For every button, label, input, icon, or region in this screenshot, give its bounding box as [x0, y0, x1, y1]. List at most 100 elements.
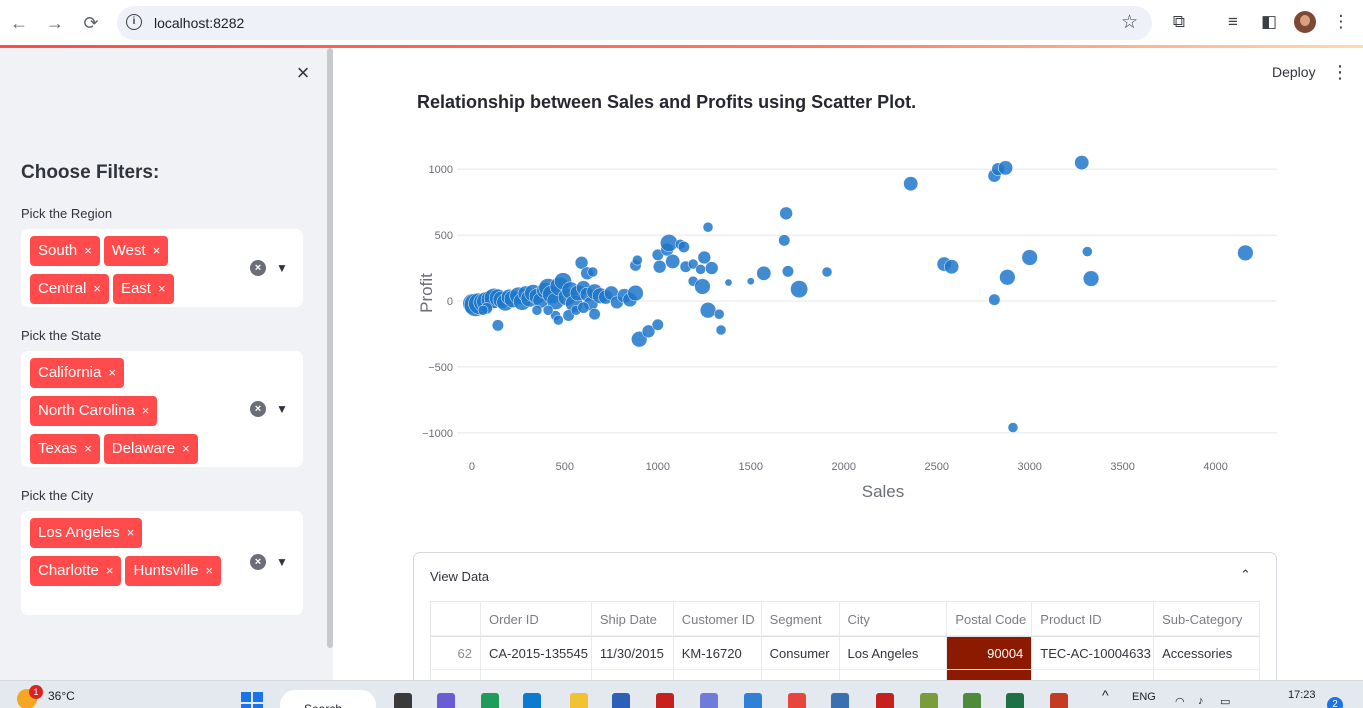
tag-huntsville[interactable]: Huntsville × [125, 556, 222, 586]
table-cell[interactable]: 90004 [947, 637, 1033, 670]
data-point[interactable] [632, 254, 643, 266]
taskbar-search[interactable]: Search [280, 690, 376, 708]
media-controls-icon[interactable]: ≡ [1228, 12, 1238, 31]
data-point[interactable] [491, 319, 504, 332]
app-icon[interactable] [963, 693, 981, 708]
data-point[interactable] [999, 269, 1016, 286]
data-point[interactable] [821, 266, 833, 278]
chrome-icon[interactable] [788, 693, 806, 708]
region-multiselect[interactable]: South × West × Central × East × × ▼ [21, 229, 303, 307]
close-sidebar-icon[interactable]: × [296, 60, 310, 85]
city-multiselect[interactable]: Los Angeles × Charlotte × Huntsville × × ▼ [21, 511, 303, 615]
table-cell[interactable]: 11/30/2015 [591, 637, 674, 670]
remove-tag-icon[interactable]: × [84, 441, 92, 456]
chevron-down-icon[interactable]: ▼ [276, 261, 288, 275]
tag-delaware[interactable]: Delaware × [103, 434, 198, 464]
data-point[interactable] [531, 304, 543, 316]
data-point[interactable] [998, 160, 1013, 176]
remove-tag-icon[interactable]: × [152, 243, 161, 258]
app-icon[interactable] [700, 693, 718, 708]
teams-icon[interactable] [437, 693, 455, 708]
task-view-icon[interactable] [394, 693, 412, 708]
remove-tag-icon[interactable]: × [205, 563, 214, 578]
data-point[interactable] [988, 293, 1001, 306]
table-cell[interactable]: KM-16720 [673, 637, 762, 670]
data-point[interactable] [1082, 270, 1100, 287]
site-info-icon[interactable]: i [126, 14, 142, 30]
column-header[interactable]: Segment [761, 602, 840, 636]
remove-tag-icon[interactable]: × [182, 441, 190, 456]
data-point[interactable] [687, 258, 699, 270]
data-point[interactable] [587, 266, 599, 278]
network-icon[interactable]: ◠ [1175, 696, 1185, 708]
deploy-button[interactable]: Deploy [1272, 64, 1316, 80]
data-point[interactable] [702, 221, 714, 233]
data-point[interactable] [665, 254, 681, 269]
remove-tag-icon[interactable]: × [93, 281, 101, 296]
bookmark-star-icon[interactable]: ☆ [1120, 12, 1138, 33]
pycharm-icon[interactable] [481, 693, 499, 708]
tag-west[interactable]: West × [103, 236, 169, 266]
table-cell[interactable]: TEC-AC-10004633 [1032, 637, 1155, 670]
chevron-up-icon[interactable]: ⌃ [1240, 567, 1251, 582]
data-point[interactable] [903, 176, 919, 192]
data-point[interactable] [627, 284, 644, 302]
data-point[interactable] [695, 264, 706, 275]
tag-charlotte[interactable]: Charlotte × [30, 556, 122, 586]
tag-los-angeles[interactable]: Los Angeles × [30, 518, 143, 548]
tag-south[interactable]: South × [30, 236, 100, 266]
column-header[interactable]: Ship Date [591, 602, 674, 636]
clear-all-icon[interactable]: × [250, 401, 266, 417]
remove-tag-icon[interactable]: × [126, 525, 135, 540]
data-point[interactable] [542, 304, 554, 316]
language-indicator[interactable]: ENG [1132, 691, 1156, 703]
data-point[interactable] [1074, 155, 1090, 171]
column-header[interactable]: Product ID [1032, 602, 1155, 636]
gmail-icon[interactable] [876, 693, 894, 708]
url-text[interactable]: localhost:8282 [154, 15, 245, 31]
data-point[interactable] [790, 280, 809, 299]
extensions-icon[interactable]: ⧉ [1172, 12, 1186, 31]
data-point[interactable] [713, 308, 725, 320]
column-header[interactable]: Sub-Category [1154, 602, 1260, 636]
data-point[interactable] [553, 314, 564, 326]
tag-texas[interactable]: Texas × [30, 434, 100, 464]
side-panel-icon[interactable]: ◧ [1260, 12, 1278, 31]
state-multiselect[interactable]: California × North Carolina × Texas × Delaware… [21, 351, 303, 467]
data-point[interactable] [697, 250, 712, 265]
data-point[interactable] [577, 301, 590, 314]
temperature[interactable]: 36°C [48, 689, 75, 703]
battery-icon[interactable]: ▭ [1220, 696, 1231, 708]
clear-all-icon[interactable]: × [250, 260, 266, 276]
data-point[interactable] [652, 259, 667, 274]
data-point[interactable] [574, 256, 589, 270]
data-point[interactable] [944, 259, 960, 275]
snipping-tool-icon[interactable] [1050, 693, 1068, 708]
data-point[interactable] [1021, 249, 1038, 266]
column-header[interactable]: Customer ID [673, 602, 762, 636]
data-point[interactable] [1007, 422, 1019, 433]
sidebar-scrollbar[interactable] [327, 48, 333, 648]
data-point[interactable] [699, 302, 717, 319]
data-point[interactable] [781, 265, 794, 278]
data-point[interactable] [715, 324, 727, 336]
data-point[interactable] [756, 265, 772, 281]
data-point[interactable] [588, 308, 601, 321]
data-point[interactable] [778, 234, 791, 247]
tag-central[interactable]: Central × [30, 274, 109, 304]
data-point[interactable] [651, 318, 664, 331]
remove-tag-icon[interactable]: × [141, 403, 150, 418]
data-point[interactable] [1082, 246, 1093, 257]
data-point[interactable] [779, 206, 793, 221]
clock-time[interactable]: 17:23 [1288, 689, 1316, 701]
tag-california[interactable]: California × [30, 358, 124, 388]
address-bar[interactable]: i localhost:8282 ☆ [117, 6, 1152, 40]
forward-icon[interactable]: → [46, 13, 64, 33]
remove-tag-icon[interactable]: × [157, 281, 166, 296]
data-point[interactable] [705, 261, 719, 275]
column-header[interactable]: City [839, 602, 948, 636]
file-explorer-icon[interactable] [570, 693, 588, 708]
data-point[interactable] [677, 240, 690, 253]
data-point[interactable] [724, 278, 733, 287]
gmail-icon[interactable] [656, 693, 674, 708]
